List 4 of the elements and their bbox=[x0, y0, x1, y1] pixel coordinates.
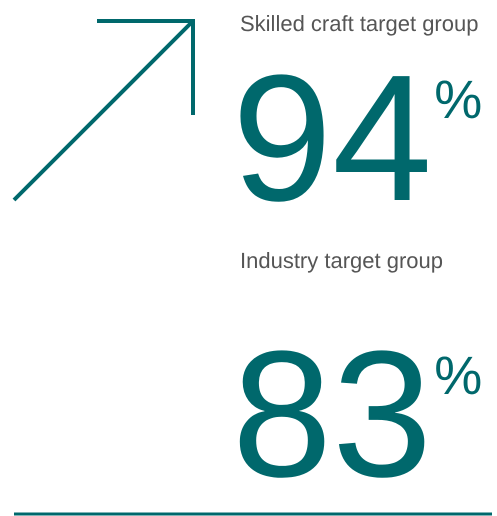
data-label: 94% bbox=[232, 38, 482, 239]
category-label: Skilled craft target group bbox=[240, 11, 478, 36]
data-label: 83% bbox=[232, 314, 482, 515]
category-label: Industry target group bbox=[240, 248, 444, 273]
